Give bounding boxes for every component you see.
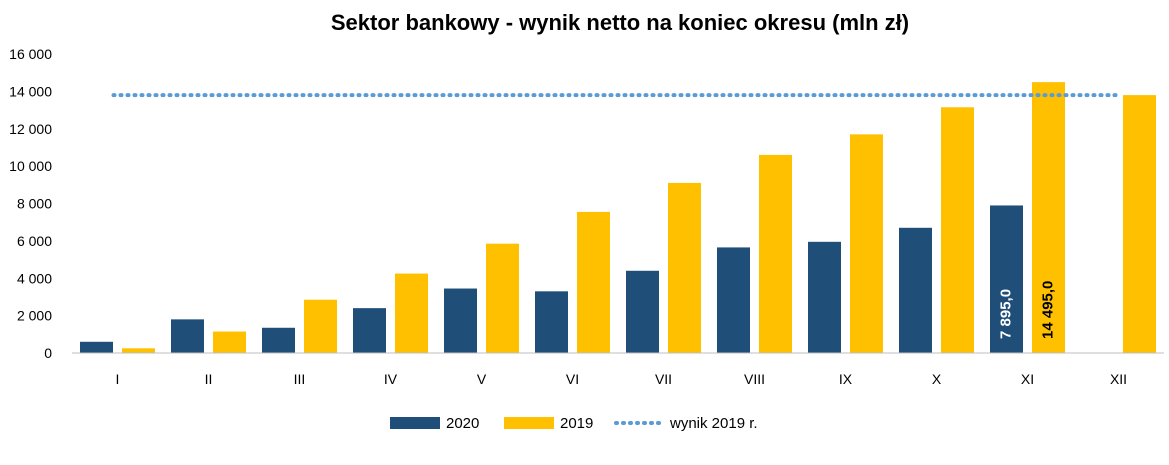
x-tick-label: VII xyxy=(655,371,672,387)
x-tick-label: IV xyxy=(384,371,398,387)
bar-2020-IX xyxy=(808,241,841,353)
legend-label-reference: wynik 2019 r. xyxy=(669,415,758,432)
bar-2019-II xyxy=(213,331,246,353)
bar-2020-VIII xyxy=(717,247,750,353)
x-tick-label: IX xyxy=(839,371,853,387)
bars-group xyxy=(80,82,1156,354)
bar-2019-VII xyxy=(668,182,701,353)
bar-2020-VI xyxy=(535,291,568,353)
y-tick-label: 6 000 xyxy=(17,233,52,249)
bar-2019-I xyxy=(122,348,155,353)
bar-2020-X xyxy=(899,227,932,353)
x-tick-label: III xyxy=(294,371,306,387)
legend-swatch-2020 xyxy=(390,417,440,429)
y-tick-label: 12 000 xyxy=(9,121,52,137)
y-tick-label: 14 000 xyxy=(9,83,52,99)
x-tick-label: XII xyxy=(1110,371,1127,387)
bar-2020-IV xyxy=(353,308,386,353)
bar-2019-IX xyxy=(850,134,883,353)
legend-label-2020: 2020 xyxy=(446,415,479,432)
y-tick-label: 16 000 xyxy=(9,46,52,62)
bar-2020-III xyxy=(262,327,295,353)
data-label-2019-XI: 14 495,0 xyxy=(1039,281,1056,339)
y-axis: 0 2 000 4 000 6 000 8 000 10 000 12 000 14 000 1… xyxy=(9,46,52,361)
x-tick-label: VI xyxy=(566,371,579,387)
legend-swatch-2019 xyxy=(504,417,554,429)
x-tick-label: II xyxy=(205,371,213,387)
y-tick-label: 10 000 xyxy=(9,158,52,174)
bar-2019-III xyxy=(304,299,337,353)
bar-2020-VII xyxy=(626,270,659,353)
bar-2019-V xyxy=(486,243,519,353)
y-tick-label: 0 xyxy=(44,345,52,361)
bar-2019-IV xyxy=(395,273,428,353)
bar-2020-XI xyxy=(990,205,1023,353)
x-axis: I II III IV V VI VII VIII IX X XI XII xyxy=(72,352,1164,387)
y-tick-label: 2 000 xyxy=(17,308,52,324)
chart-title: Sektor bankowy - wynik netto na koniec o… xyxy=(331,10,909,35)
bar-2019-XII xyxy=(1123,95,1156,354)
data-labels-group: 7 895,0 14 495,0 xyxy=(997,281,1056,339)
x-tick-label: VIII xyxy=(744,371,765,387)
legend: 2020 2019 wynik 2019 r. xyxy=(390,415,758,432)
y-tick-label: 4 000 xyxy=(17,270,52,286)
bar-2020-V xyxy=(444,288,477,353)
x-tick-label: I xyxy=(116,371,120,387)
data-label-2020-XI: 7 895,0 xyxy=(997,289,1014,339)
x-tick-label: XI xyxy=(1021,371,1034,387)
x-tick-label: V xyxy=(477,371,487,387)
y-tick-label: 8 000 xyxy=(17,196,52,212)
bar-2020-II xyxy=(171,319,204,353)
x-tick-label: X xyxy=(932,371,942,387)
bar-2019-X xyxy=(941,107,974,354)
bar-2019-XI xyxy=(1032,82,1065,353)
legend-label-2019: 2019 xyxy=(560,415,593,432)
bar-2019-VIII xyxy=(759,154,792,353)
bar-2019-VI xyxy=(577,211,610,353)
bar-2020-I xyxy=(80,341,113,353)
